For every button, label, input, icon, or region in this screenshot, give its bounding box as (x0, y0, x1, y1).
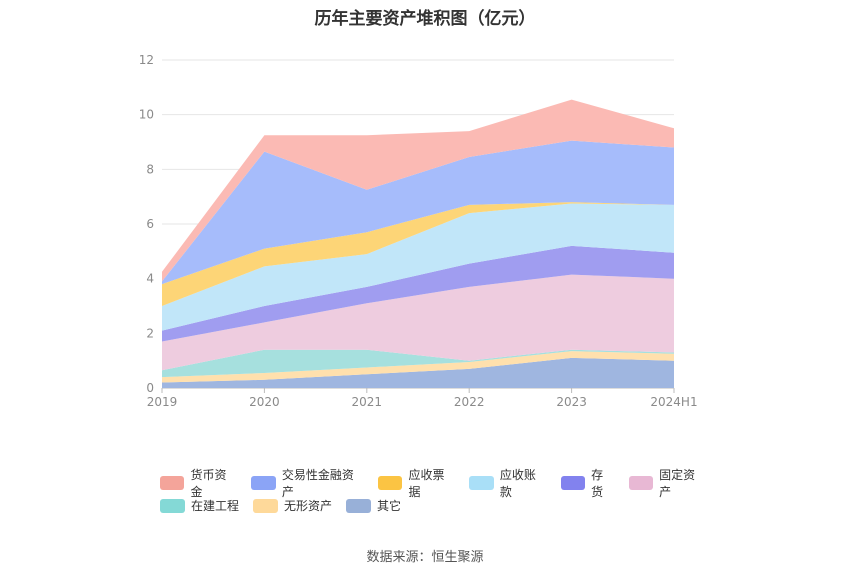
legend-label: 交易性金融资产 (281, 467, 354, 499)
legend-item[interactable]: 应收账款 (469, 466, 546, 500)
y-tick-label: 12 (139, 53, 154, 67)
y-tick-label: 6 (146, 217, 154, 231)
chart-title: 历年主要资产堆积图（亿元） (314, 9, 536, 29)
legend-label: 货币资金 (190, 467, 227, 499)
legend-item[interactable]: 固定资产 (628, 466, 706, 500)
legend-item[interactable]: 应收票据 (378, 466, 455, 500)
y-tick-label: 10 (139, 108, 154, 122)
y-tick-label: 2 (146, 326, 154, 340)
y-tick-label: 4 (146, 272, 154, 286)
area-series (162, 351, 674, 383)
x-tick-label: 2019 (147, 395, 178, 409)
area-series (162, 245, 674, 342)
stacked-areas (162, 99, 674, 388)
area-series (162, 140, 674, 285)
legend-label: 应收账款 (499, 467, 536, 499)
source-note: 数据来源：恒生聚源 (366, 550, 484, 565)
legend: 货币资金 交易性金融资产 应收票据 应收账款 存货 固定资产 在建工程 无形资产 其它 (160, 468, 720, 517)
area-series (162, 274, 674, 371)
legend-label: 无形资产 (284, 499, 333, 513)
y-tick-label: 8 (146, 162, 154, 176)
legend-swatch (378, 475, 403, 490)
legend-label: 存货 (591, 467, 604, 499)
legend-swatch (560, 475, 586, 490)
legend-item[interactable]: 货币资金 (160, 466, 237, 500)
x-tick-label: 2023 (556, 395, 587, 409)
legend-swatch (628, 475, 654, 490)
x-tick-label: 2020 (249, 395, 280, 409)
x-tick-label: 2024H1 (650, 395, 697, 409)
legend-swatch (469, 475, 494, 490)
y-tick-label: 0 (146, 381, 154, 395)
area-series (162, 202, 674, 306)
legend-item[interactable]: 交易性金融资产 (251, 466, 364, 500)
legend-row: 在建工程 无形资产 其它 (160, 494, 720, 517)
area-series (162, 99, 674, 282)
axes: 0 2 4 6 8 10 12 2019 2020 2021 2022 2023 2024H1 (139, 53, 698, 409)
legend-item[interactable]: 在建工程 (160, 497, 239, 514)
x-tick-label: 2022 (454, 395, 485, 409)
legend-swatch (253, 498, 279, 513)
legend-label: 在建工程 (191, 499, 240, 513)
x-tick-label: 2021 (352, 395, 383, 409)
legend-swatch (251, 475, 276, 490)
legend-label: 其它 (377, 499, 402, 513)
legend-swatch (346, 498, 372, 513)
legend-label: 固定资产 (659, 467, 696, 499)
area-series (162, 203, 674, 331)
legend-swatch (160, 475, 185, 490)
legend-row: 货币资金 交易性金融资产 应收票据 应收账款 存货 固定资产 (160, 468, 720, 499)
area-series (162, 349, 674, 378)
legend-label: 应收票据 (408, 467, 445, 499)
legend-item[interactable]: 其它 (346, 497, 401, 514)
legend-item[interactable]: 存货 (560, 466, 615, 500)
legend-swatch (160, 498, 185, 513)
area-series (162, 357, 674, 388)
legend-item[interactable]: 无形资产 (253, 497, 332, 514)
